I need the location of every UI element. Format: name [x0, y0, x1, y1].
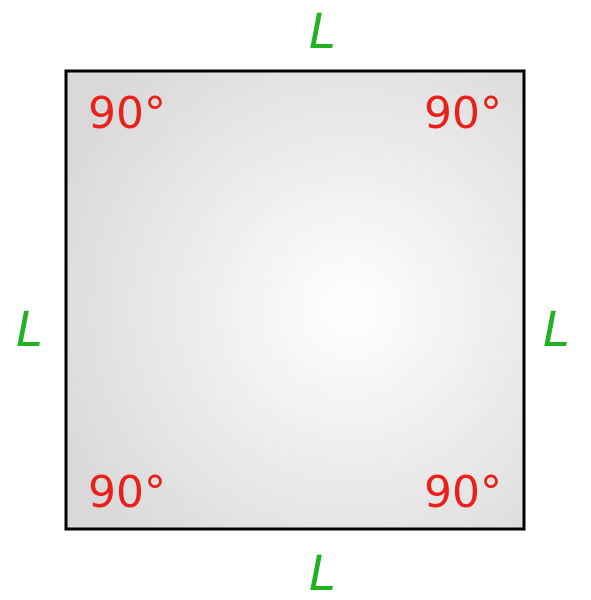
angle-label-bottom-left: 90° [88, 467, 166, 518]
square-shape [64, 69, 526, 531]
angle-label-top-left: 90° [88, 88, 166, 139]
side-label-left: L [16, 302, 43, 358]
side-label-top: L [309, 4, 336, 60]
angle-label-top-right: 90° [424, 88, 502, 139]
side-label-right: L [543, 302, 570, 358]
side-label-bottom: L [309, 546, 336, 600]
angle-label-bottom-right: 90° [424, 467, 502, 518]
